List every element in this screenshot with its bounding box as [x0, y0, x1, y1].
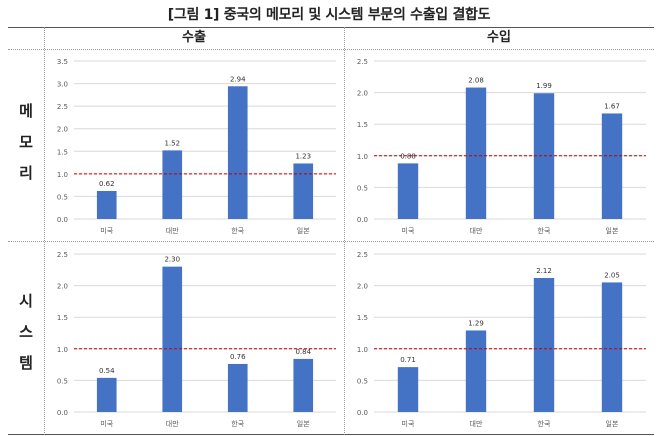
x-tick-label: 미국 — [402, 226, 415, 235]
figure-title: [그림 1] 중국의 메모리 및 시스템 부문의 수출입 결합도 — [167, 7, 491, 23]
y-tick-label: 2.0 — [357, 283, 368, 291]
row-header-memory: 메 모 리 — [8, 100, 44, 183]
chart-system-export: 0.0 0.5 1.0 1.5 2.0 2.5 0.54 미국 2.30 대만 0.76 한국 0.84… — [46, 244, 342, 432]
data-label: 0.62 — [99, 180, 115, 188]
row-header-char: 템 — [19, 354, 33, 372]
bar — [601, 282, 623, 412]
y-tick-label: 0.0 — [57, 409, 68, 417]
bar — [162, 266, 183, 412]
y-tick-label: 0.0 — [57, 216, 68, 224]
row-header-system: 시 스 템 — [8, 290, 44, 373]
row-header-char: 모 — [19, 133, 33, 151]
x-tick-label: 미국 — [100, 419, 113, 428]
y-tick-label: 1.5 — [357, 314, 368, 322]
x-tick-label: 일본 — [606, 226, 619, 235]
y-tick-label: 1.5 — [357, 121, 368, 129]
chart-system-import-svg: 0.0 0.5 1.0 1.5 2.0 2.5 0.71 미국 1.29 대만 2.12 한국 2.05… — [357, 251, 646, 428]
x-tick-label: 대만 — [470, 226, 483, 235]
bar — [96, 191, 117, 219]
data-label: 1.29 — [468, 319, 484, 327]
data-label: 1.52 — [164, 139, 180, 147]
x-tick-label: 일본 — [606, 419, 619, 428]
x-tick-label: 대만 — [166, 419, 179, 428]
grid-line — [8, 434, 654, 435]
x-tick-label: 대만 — [166, 226, 179, 235]
chart-memory-import: 0.0 0.5 1.0 1.5 2.0 2.5 0.88 미국 2.08 대만 1.99 한국 1.67… — [346, 51, 652, 239]
data-label: 1.99 — [536, 82, 552, 90]
x-tick-label: 미국 — [402, 419, 415, 428]
y-tick-label: 2.0 — [57, 283, 68, 291]
y-tick-label: 1.0 — [57, 346, 68, 354]
data-label: 0.71 — [400, 356, 416, 364]
y-tick-label: 1.0 — [57, 171, 68, 179]
bar — [465, 330, 487, 412]
table-grid — [8, 27, 654, 435]
y-tick-label: 2.5 — [357, 58, 368, 66]
data-label: 2.30 — [164, 256, 180, 264]
y-tick-label: 2.5 — [357, 251, 368, 259]
grid-line — [8, 49, 654, 50]
data-label: 0.54 — [99, 367, 115, 375]
y-tick-label: 3.5 — [57, 58, 68, 66]
y-tick-label: 0.0 — [357, 409, 368, 417]
y-tick-label: 0.5 — [357, 184, 368, 192]
bar — [293, 163, 314, 219]
x-tick-label: 대만 — [470, 419, 483, 428]
bar — [96, 377, 117, 412]
bar — [533, 278, 555, 412]
x-tick-label: 일본 — [297, 419, 310, 428]
y-tick-label: 0.5 — [57, 377, 68, 385]
data-label: 2.12 — [536, 267, 552, 275]
data-label: 2.08 — [468, 77, 484, 85]
column-header-import: 수입 — [487, 30, 511, 45]
grid-line — [44, 27, 45, 435]
y-tick-label: 1.5 — [57, 148, 68, 156]
bar — [397, 163, 419, 219]
y-tick-label: 0.5 — [57, 193, 68, 201]
row-header-char: 시 — [19, 292, 33, 310]
data-label: 2.05 — [604, 271, 620, 279]
bar — [227, 86, 248, 219]
chart-system-import: 0.0 0.5 1.0 1.5 2.0 2.5 0.71 미국 1.29 대만 2.12 한국 2.05… — [346, 244, 652, 432]
y-tick-label: 2.5 — [57, 103, 68, 111]
chart-memory-export-svg: 0.0 0.5 1.0 1.5 2.0 2.5 3.0 3.5 0.62 미국 1.52 대만 2.94… — [57, 58, 336, 235]
chart-system-export-svg: 0.0 0.5 1.0 1.5 2.0 2.5 0.54 미국 2.30 대만 0.76 한국 0.84… — [57, 251, 336, 428]
bar — [397, 367, 419, 412]
y-tick-label: 2.5 — [57, 251, 68, 259]
x-tick-label: 한국 — [231, 420, 244, 428]
bar — [227, 363, 248, 412]
row-header-char: 메 — [19, 102, 33, 120]
bar — [465, 87, 487, 219]
data-label: 0.84 — [295, 348, 311, 356]
y-tick-label: 1.0 — [357, 346, 368, 354]
row-header-char: 스 — [19, 323, 33, 341]
y-tick-label: 3.0 — [57, 81, 68, 89]
y-tick-label: 0.5 — [357, 377, 368, 385]
x-tick-label: 한국 — [538, 227, 551, 235]
column-header-export: 수출 — [182, 30, 206, 45]
data-label: 1.23 — [295, 152, 311, 160]
x-tick-label: 미국 — [100, 226, 113, 235]
y-tick-label: 2.0 — [357, 90, 368, 98]
data-label: 0.76 — [230, 353, 246, 361]
bar — [162, 150, 183, 219]
grid-line — [8, 27, 654, 28]
data-label: 0.88 — [400, 152, 416, 160]
x-tick-label: 일본 — [297, 226, 310, 235]
y-tick-label: 1.0 — [357, 153, 368, 161]
x-tick-label: 한국 — [231, 227, 244, 235]
y-tick-label: 1.5 — [57, 314, 68, 322]
x-tick-label: 한국 — [538, 420, 551, 428]
chart-memory-export: 0.0 0.5 1.0 1.5 2.0 2.5 3.0 3.5 0.62 미국 1.52 대만 2.94… — [46, 51, 342, 239]
bar — [293, 358, 314, 412]
bar — [601, 113, 623, 219]
y-tick-label: 0.0 — [357, 216, 368, 224]
chart-memory-import-svg: 0.0 0.5 1.0 1.5 2.0 2.5 0.88 미국 2.08 대만 1.99 한국 1.67… — [357, 58, 646, 235]
data-label: 1.67 — [604, 102, 620, 110]
grid-line — [8, 241, 654, 242]
data-label: 2.94 — [230, 75, 246, 83]
row-header-char: 리 — [19, 164, 33, 182]
grid-line — [344, 27, 345, 435]
y-tick-label: 2.0 — [57, 126, 68, 134]
